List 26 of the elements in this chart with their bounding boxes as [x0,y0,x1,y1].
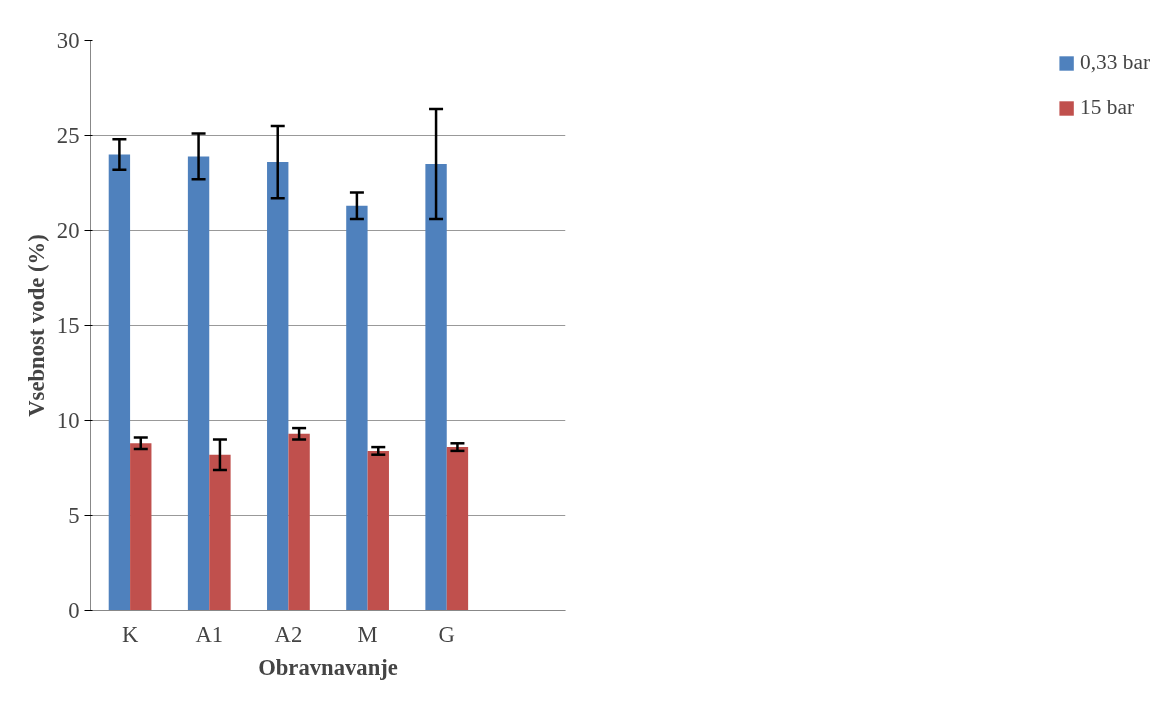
x-tick-label: M [357,621,378,647]
x-axis-title: Obravnavanje [258,654,398,680]
y-tick-label: 25 [56,123,80,148]
bar [446,447,469,611]
bar [108,154,131,611]
bar [346,205,368,611]
bar [267,162,289,611]
bar [288,433,310,611]
bar [130,443,152,611]
bar [367,450,389,611]
y-tick-label: 20 [56,218,80,243]
y-tick-label: 30 [56,28,80,53]
x-tick-label: A2 [274,621,303,647]
legend-label: 0,33 bar [1080,50,1150,75]
y-tick-label: 15 [56,313,80,338]
x-tick-label: G [438,621,455,647]
bar [425,164,447,611]
y-axis-title: Vsebnost vode (%) [23,234,49,417]
x-tick-label: K [121,621,139,647]
y-tick-label: 0 [68,598,80,623]
y-tick-label: 10 [56,408,80,433]
legend-label: 15 bar [1080,95,1135,120]
x-tick-label: A1 [195,621,224,647]
bar [187,156,210,611]
y-tick-label: 5 [68,503,80,528]
bar [209,454,231,611]
